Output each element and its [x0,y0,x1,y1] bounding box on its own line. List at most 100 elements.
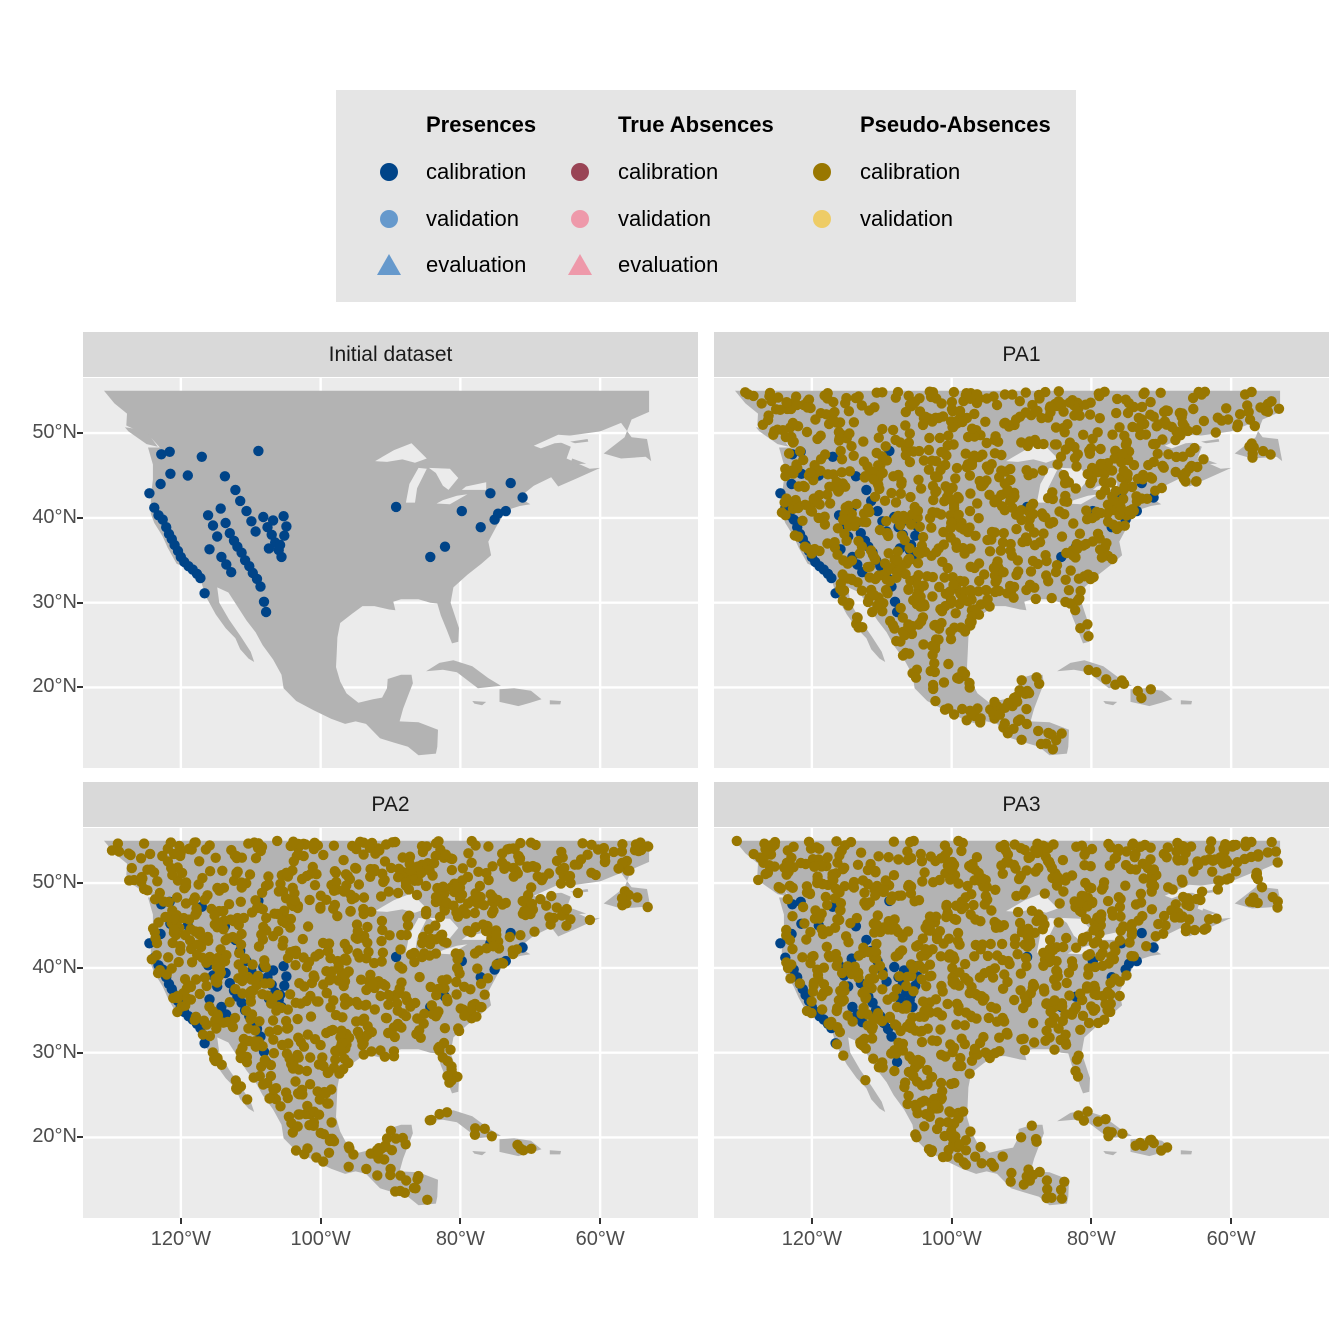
pseudo-absence-point [1041,1025,1052,1036]
pseudo-absence-point [582,849,593,860]
pseudo-absence-point [923,464,935,475]
pseudo-absence-point [1251,868,1263,880]
pseudo-absence-point [328,885,340,896]
pseudo-absence-point [1031,1136,1042,1147]
pseudo-absence-point [317,937,329,949]
pseudo-absence-point [885,894,896,906]
pseudo-absence-point [1018,1002,1029,1014]
pseudo-absence-point [787,417,799,429]
pseudo-absence-point [1058,422,1069,434]
pseudo-absence-point [1163,449,1174,460]
y-axis-tick-label: 50°N [32,421,77,444]
pseudo-absence-point [892,386,904,398]
pseudo-absence-point [383,999,394,1010]
pseudo-absence-point [1032,845,1043,857]
pseudo-absence-point [1199,924,1210,935]
presence-point [278,961,289,972]
pseudo-absence-point [1066,956,1078,967]
pseudo-absence-point [376,956,387,967]
pseudo-absence-point [1272,902,1283,913]
pseudo-absence-point [1056,728,1067,739]
pseudo-absence-point [850,516,862,527]
pseudo-absence-point [475,1001,486,1013]
pseudo-absence-point [813,512,824,524]
pseudo-absence-point [1015,968,1027,979]
pseudo-absence-point [311,869,322,880]
pseudo-absence-point [873,851,884,862]
presence-point [425,551,436,563]
pseudo-absence-point [391,998,403,1009]
presence-point [164,446,175,457]
pseudo-absence-point [847,1016,858,1027]
pseudo-absence-point [974,475,985,487]
pseudo-absence-point [748,390,759,402]
pseudo-absence-point [309,1034,321,1045]
pseudo-absence-point [264,978,275,989]
legend-key-circle-icon [809,159,835,185]
pseudo-absence-point [1196,389,1207,400]
pseudo-absence-point [322,1067,333,1079]
pseudo-absence-point [1117,1128,1128,1139]
pseudo-absence-point [943,486,954,497]
pseudo-absence-point [188,895,199,906]
pseudo-absence-point [1045,952,1056,964]
pseudo-absence-point [1023,470,1034,481]
pseudo-absence-point [1178,473,1189,484]
pseudo-absence-point [981,437,992,449]
pseudo-absence-point [393,863,404,874]
pseudo-absence-point [945,532,956,543]
pseudo-absence-point [1243,406,1254,418]
lake-water [436,944,468,955]
pseudo-absence-point [997,868,1008,879]
pseudo-absence-point [491,959,502,970]
pseudo-absence-point [799,918,810,929]
pseudo-absence-point [642,901,653,913]
pseudo-absence-point [191,903,202,914]
pseudo-absence-point [964,988,975,999]
pseudo-absence-point [1019,1044,1030,1056]
pseudo-absence-point [1088,925,1099,936]
pseudo-absence-point [1106,906,1118,917]
presence-point [390,951,402,963]
pseudo-absence-point [1052,971,1063,982]
pseudo-absence-point [955,522,966,533]
pseudo-absence-point [1071,1054,1082,1065]
pseudo-absence-point [434,1045,445,1056]
pseudo-absence-point [335,1042,346,1053]
pseudo-absence-point [508,843,519,854]
pseudo-absence-point [994,1032,1005,1043]
pseudo-absence-point [1060,1029,1071,1040]
pseudo-absence-point [844,428,855,439]
pseudo-absence-point [779,497,790,508]
pseudo-absence-point [189,1015,200,1026]
pseudo-absence-point [1210,427,1221,438]
pseudo-absence-point [308,970,319,981]
presence-point [505,477,516,489]
pseudo-absence-point [496,857,508,868]
pseudo-absence-point [904,428,915,439]
pseudo-absence-point [848,450,859,461]
pseudo-absence-point [268,1048,280,1059]
pseudo-absence-point [211,1013,222,1024]
pseudo-absence-point [903,437,914,448]
pseudo-absence-point [1083,631,1094,642]
pseudo-absence-point [931,507,942,518]
pseudo-absence-point [1163,882,1174,893]
pseudo-absence-point [982,534,993,546]
pseudo-absence-point [217,865,228,876]
pseudo-absence-point [1124,937,1135,948]
pseudo-absence-point [950,473,961,484]
pseudo-absence-point [787,882,798,893]
pseudo-absence-point [926,522,937,533]
pseudo-absence-point [911,664,923,675]
pseudo-absence-point [1189,924,1200,936]
pseudo-absence-point [472,963,483,974]
pseudo-absence-point [946,404,958,415]
pseudo-absence-point [1010,863,1021,874]
legend-key-circle-icon [376,206,402,232]
pseudo-absence-point [1064,990,1075,1001]
pseudo-absence-point [894,971,905,982]
pseudo-absence-point [616,893,628,904]
pseudo-absence-point [351,1016,362,1027]
map-svg [714,828,1329,1218]
